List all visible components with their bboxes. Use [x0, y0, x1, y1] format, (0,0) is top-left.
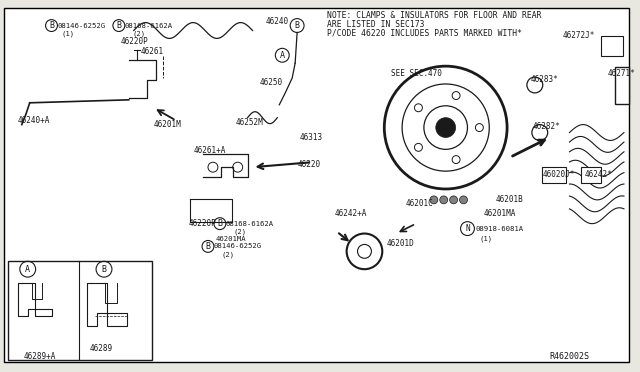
FancyBboxPatch shape — [4, 8, 629, 362]
FancyBboxPatch shape — [542, 167, 566, 183]
Text: 46313: 46313 — [300, 133, 323, 142]
FancyBboxPatch shape — [8, 261, 152, 360]
Text: 46261+A: 46261+A — [193, 146, 225, 155]
Text: 46201MA: 46201MA — [483, 209, 516, 218]
Text: 08918-6081A: 08918-6081A — [476, 225, 524, 232]
Text: B: B — [218, 219, 222, 228]
Circle shape — [452, 92, 460, 99]
Text: 46240: 46240 — [266, 17, 289, 26]
Text: B: B — [116, 21, 122, 30]
Text: (1): (1) — [61, 30, 74, 37]
Text: B: B — [205, 242, 211, 251]
Text: 46220P: 46220P — [188, 219, 216, 228]
Text: 46242+A: 46242+A — [335, 209, 367, 218]
Text: B: B — [49, 21, 54, 30]
FancyBboxPatch shape — [601, 36, 623, 56]
FancyBboxPatch shape — [581, 167, 601, 183]
Text: 46020J*: 46020J* — [543, 170, 575, 179]
Text: 46289+A: 46289+A — [24, 352, 56, 361]
Text: 08168-6162A: 08168-6162A — [125, 23, 173, 29]
Text: (2): (2) — [222, 251, 235, 257]
Text: 46201MA: 46201MA — [216, 237, 246, 243]
Text: 46220: 46220 — [297, 160, 320, 169]
Circle shape — [415, 104, 422, 112]
Text: 08146-6252G: 08146-6252G — [58, 23, 106, 29]
Text: 46282*: 46282* — [533, 122, 561, 131]
Circle shape — [415, 143, 422, 151]
Text: (1): (1) — [479, 235, 493, 242]
Text: N: N — [465, 224, 470, 233]
Text: 46201D: 46201D — [387, 239, 414, 248]
Circle shape — [450, 196, 458, 204]
Text: 46220P: 46220P — [121, 37, 148, 46]
Text: B: B — [294, 21, 300, 30]
Circle shape — [476, 124, 483, 132]
Text: 46283*: 46283* — [531, 74, 559, 84]
Text: 46271*: 46271* — [608, 68, 636, 78]
Text: (2): (2) — [132, 30, 146, 37]
Text: P/CODE 46220 INCLUDES PARTS MARKED WITH*: P/CODE 46220 INCLUDES PARTS MARKED WITH* — [327, 29, 522, 38]
Text: SEE SEC.470: SEE SEC.470 — [391, 68, 442, 78]
Text: A: A — [280, 51, 285, 60]
Text: (2): (2) — [234, 228, 247, 235]
Text: 08168-6162A: 08168-6162A — [226, 221, 274, 227]
Circle shape — [452, 155, 460, 164]
FancyBboxPatch shape — [615, 67, 629, 104]
Circle shape — [436, 118, 456, 138]
Text: 46201C: 46201C — [406, 199, 434, 208]
Text: 08146-6252G: 08146-6252G — [214, 243, 262, 249]
Text: 46272J*: 46272J* — [563, 31, 595, 40]
Text: 46201M: 46201M — [154, 120, 181, 129]
Circle shape — [460, 196, 467, 204]
Text: 46201B: 46201B — [495, 195, 523, 204]
Circle shape — [440, 196, 447, 204]
Text: B: B — [102, 265, 106, 274]
Text: 46250: 46250 — [259, 78, 283, 87]
Text: R462002S: R462002S — [550, 352, 589, 361]
Text: 46289: 46289 — [89, 344, 112, 353]
Text: 46252M: 46252M — [236, 118, 264, 127]
Text: A: A — [25, 265, 30, 274]
Text: ARE LISTED IN SEC173: ARE LISTED IN SEC173 — [327, 20, 424, 29]
Text: 46240+A: 46240+A — [18, 116, 50, 125]
Text: 46242*: 46242* — [584, 170, 612, 179]
Text: 46261: 46261 — [141, 47, 164, 56]
Circle shape — [430, 196, 438, 204]
Text: NOTE: CLAMPS & INSULATORS FOR FLOOR AND REAR: NOTE: CLAMPS & INSULATORS FOR FLOOR AND … — [327, 11, 541, 20]
